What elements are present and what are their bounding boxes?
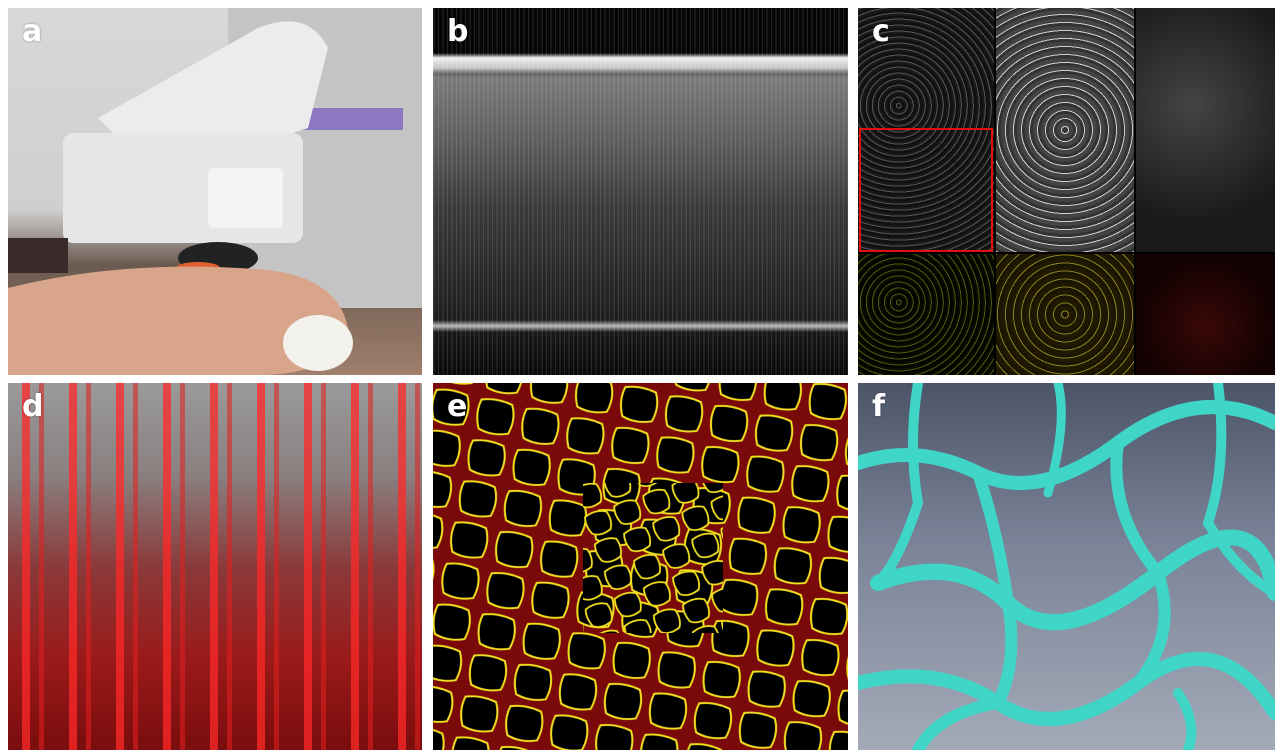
tile xyxy=(996,8,1134,252)
oct-bscan: b xyxy=(433,8,848,375)
tile xyxy=(996,254,1134,375)
roi-box xyxy=(859,128,993,252)
vent xyxy=(208,168,283,228)
sponge xyxy=(283,315,353,371)
segmentation-outlines xyxy=(433,383,848,750)
enface-grid: c xyxy=(858,8,1275,375)
vessel-render xyxy=(858,383,1275,750)
cell-pattern xyxy=(583,483,723,633)
panel-label: a xyxy=(22,14,42,49)
panel-label: f xyxy=(872,389,885,424)
vessels xyxy=(858,383,1275,750)
vessel-projection: d xyxy=(8,383,422,750)
vessel-3d: f xyxy=(858,383,1275,750)
figure: a b c d e xyxy=(0,0,1278,750)
tile xyxy=(858,254,994,375)
photo-device: a xyxy=(8,8,422,375)
segmentation: e xyxy=(433,383,848,750)
tile xyxy=(1136,254,1275,375)
panel-label: b xyxy=(447,14,468,49)
panel-label: d xyxy=(22,389,43,424)
device-illustration xyxy=(8,8,422,375)
panel-label: c xyxy=(872,14,890,49)
tile xyxy=(1136,8,1275,252)
panel-label: e xyxy=(447,389,467,424)
glove xyxy=(8,238,68,273)
